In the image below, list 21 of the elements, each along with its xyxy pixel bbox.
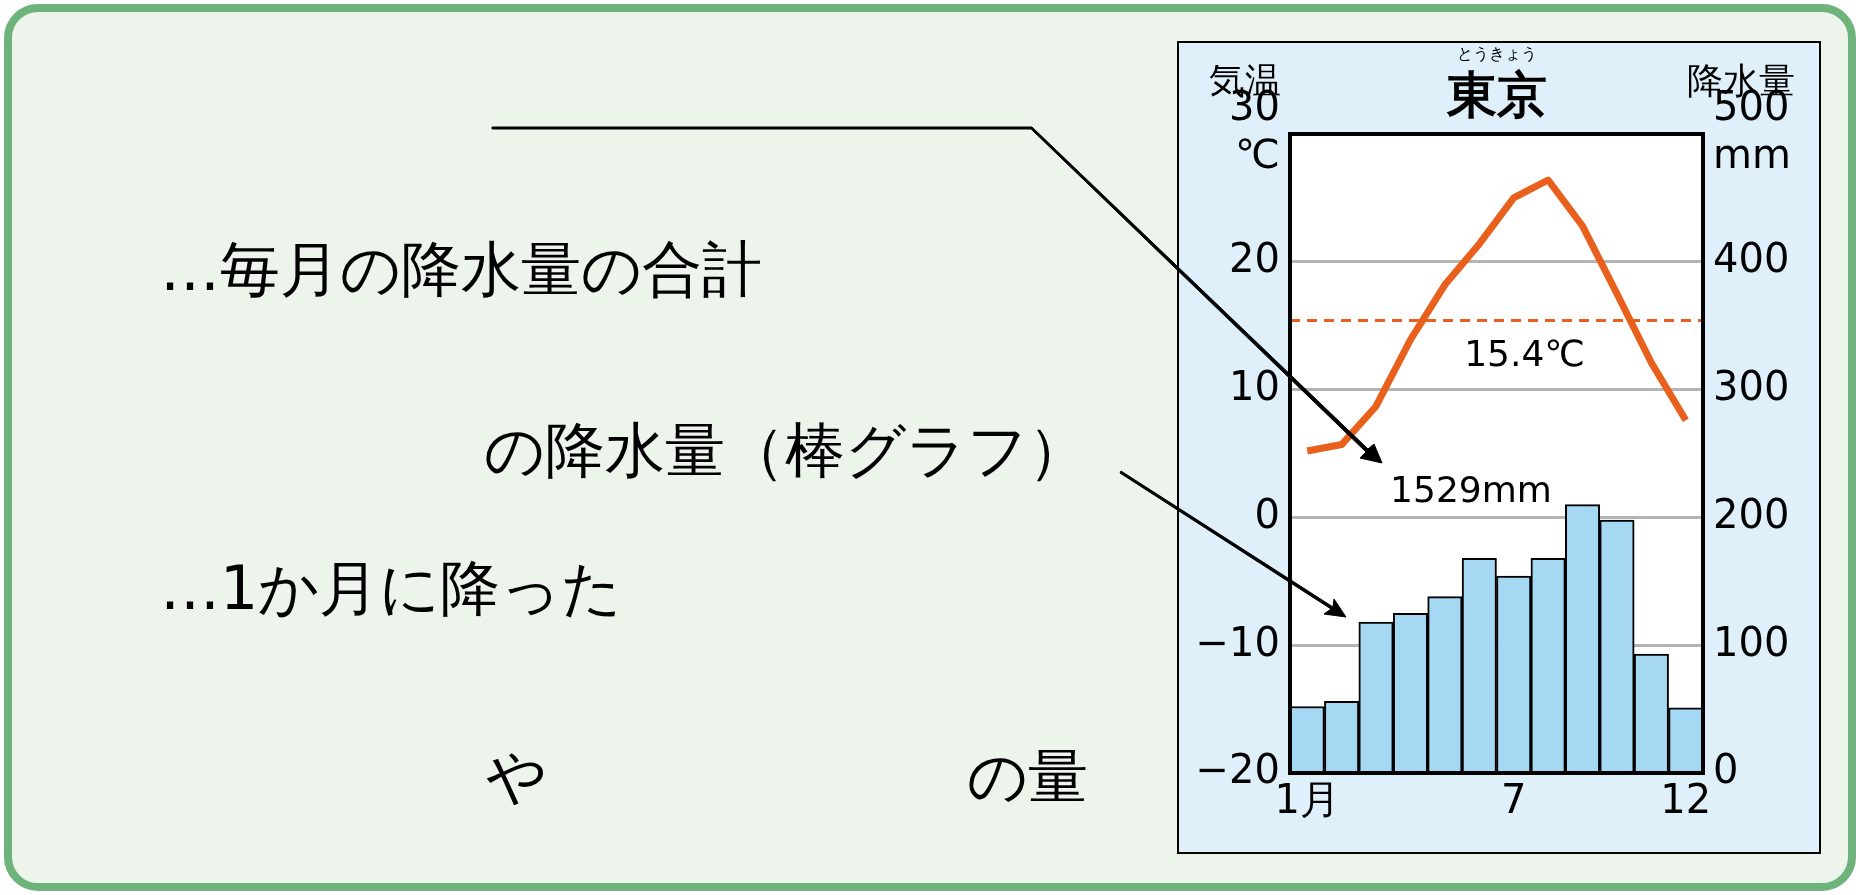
chart-subtitle: とうきょう: [1457, 43, 1537, 65]
y2-tick-label: 0: [1713, 746, 1739, 793]
chart-title: 東京: [1447, 64, 1547, 126]
text: の量: [967, 739, 1088, 813]
ref-line-label: 15.4℃: [1464, 332, 1585, 374]
y2-tick-label: 100: [1713, 618, 1790, 665]
y2-tick-label: 400: [1713, 235, 1790, 282]
y2-tick-label: 300: [1713, 362, 1790, 409]
y-tick-label: −10: [1195, 618, 1280, 665]
y2-tick-label: 200: [1713, 490, 1790, 537]
x-tick-label: 12: [1660, 776, 1712, 823]
text: の降水量（棒グラフ）: [484, 413, 1088, 487]
x-tick-label: 7: [1500, 776, 1527, 823]
y-tick-label: 0: [1254, 490, 1280, 537]
y-tick-label: 20: [1229, 235, 1280, 282]
y-tick-label: −20: [1195, 746, 1280, 793]
text: …毎月の降水量の合計: [160, 232, 762, 306]
y-tick-label: 10: [1229, 362, 1280, 409]
text: や: [486, 739, 547, 813]
text: …1か月に降った: [160, 551, 623, 625]
annotation: 1529mm: [1390, 468, 1552, 510]
